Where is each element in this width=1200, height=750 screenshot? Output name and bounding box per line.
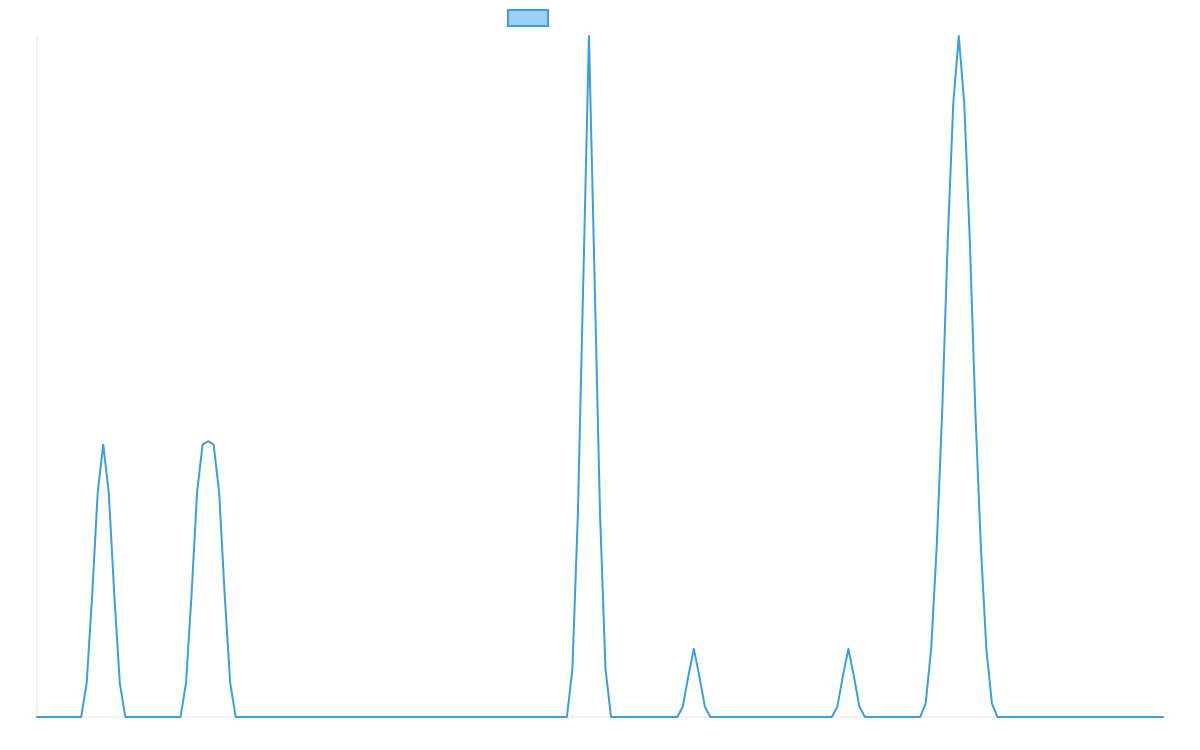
series-line-0[interactable] [36, 35, 1164, 718]
legend [507, 9, 549, 27]
series-group [36, 35, 1164, 718]
legend-swatch[interactable] [507, 9, 549, 27]
